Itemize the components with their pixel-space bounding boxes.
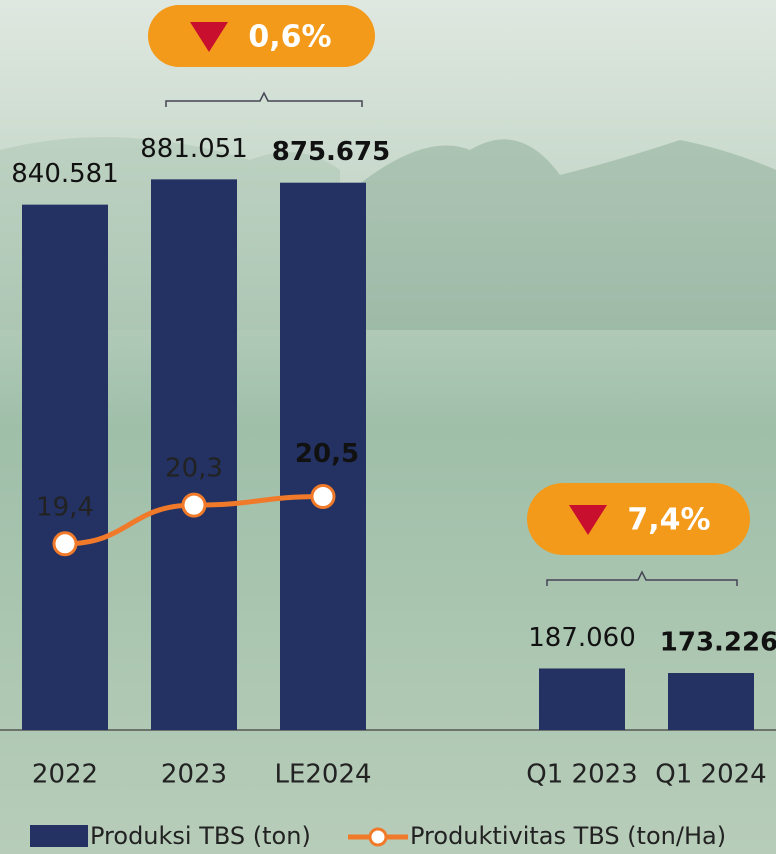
bar-value-label: 187.060 (528, 623, 636, 653)
change-label: 0,6% (248, 20, 331, 55)
line-point (52, 531, 78, 557)
bar (22, 204, 108, 731)
bar-value-label: 840.581 (11, 159, 119, 189)
change-label: 7,4% (627, 503, 710, 538)
legend-swatch (368, 827, 388, 847)
brace (165, 91, 363, 107)
legend-label: Produksi TBS (ton) (90, 822, 311, 850)
change-badge (148, 5, 375, 67)
hills (340, 139, 776, 330)
x-tick-label: 2022 (32, 760, 98, 790)
legend-swatch (30, 825, 88, 847)
bar (151, 179, 237, 730)
line-value-label: 19,4 (36, 492, 94, 522)
bar (280, 182, 366, 730)
x-tick-label: Q1 2023 (526, 760, 637, 790)
line-value-label: 20,3 (165, 454, 223, 484)
legend-label: Produktivitas TBS (ton/Ha) (410, 822, 726, 850)
down-arrow (190, 22, 228, 52)
line-point (310, 484, 336, 509)
bar (668, 673, 754, 730)
line-value-label: 20,5 (295, 439, 359, 469)
change-badge (527, 483, 750, 555)
brace (546, 570, 738, 586)
line-point (181, 492, 207, 518)
x-tick-label: 2023 (161, 760, 227, 790)
down-arrow (569, 505, 607, 535)
bar-value-label: 881.051 (140, 134, 248, 164)
bar (539, 668, 625, 730)
x-tick-label: LE2024 (274, 760, 371, 790)
bar-value-label: 875.675 (272, 137, 390, 167)
bar-value-label: 173.226 (660, 628, 776, 658)
x-tick-label: Q1 2024 (655, 760, 766, 790)
